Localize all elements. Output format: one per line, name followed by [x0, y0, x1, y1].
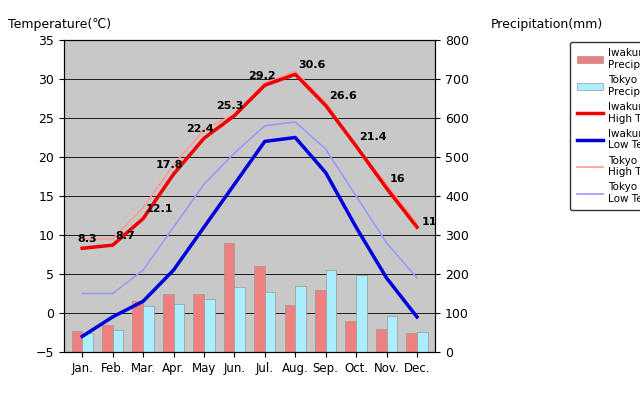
Bar — [346, 321, 356, 352]
Bar — [417, 332, 428, 352]
Tokyo
Low Temp. — [383, 240, 390, 245]
Iwakuni
High Temp. — [140, 216, 147, 221]
Bar — [102, 325, 113, 352]
Tokyo
Low Temp. — [140, 268, 147, 272]
Text: 17.8: 17.8 — [156, 160, 183, 170]
Iwakuni
Low Temp. — [322, 170, 330, 175]
Iwakuni
High Temp. — [261, 83, 269, 88]
Text: 22.4: 22.4 — [186, 124, 213, 134]
Tokyo
High Temp. — [109, 236, 116, 241]
Text: 21.4: 21.4 — [359, 132, 387, 142]
Text: 11: 11 — [422, 217, 437, 227]
Bar — [265, 292, 275, 352]
Text: Precipitation(mm): Precipitation(mm) — [491, 18, 603, 31]
Tokyo
Low Temp. — [322, 147, 330, 152]
Iwakuni
High Temp. — [413, 225, 420, 230]
Iwakuni
High Temp. — [200, 136, 208, 141]
Bar — [406, 332, 417, 352]
Tokyo
High Temp. — [383, 182, 390, 187]
Bar — [163, 294, 173, 352]
Bar — [113, 330, 124, 352]
Tokyo
Low Temp. — [261, 123, 269, 128]
Tokyo
High Temp. — [413, 221, 420, 226]
Legend: Iwakuni
Precipitation, Tokyo
Precipitation, Iwakuni
High Temp., Iwakuni
Low Temp: Iwakuni Precipitation, Tokyo Precipitati… — [570, 42, 640, 210]
Tokyo
Low Temp. — [413, 276, 420, 280]
Tokyo
High Temp. — [79, 236, 86, 241]
Iwakuni
Low Temp. — [291, 135, 299, 140]
Tokyo
High Temp. — [352, 143, 360, 148]
Bar — [295, 286, 306, 352]
Bar — [83, 333, 93, 352]
Iwakuni
High Temp. — [322, 103, 330, 108]
Iwakuni
Low Temp. — [383, 276, 390, 280]
Bar — [204, 298, 214, 352]
Bar — [376, 329, 387, 352]
Text: 8.3: 8.3 — [77, 234, 97, 244]
Bar — [193, 294, 204, 352]
Tokyo
Low Temp. — [170, 225, 177, 230]
Text: Temperature(℃): Temperature(℃) — [8, 18, 111, 31]
Text: 12.1: 12.1 — [146, 204, 173, 214]
Text: 16: 16 — [390, 174, 405, 184]
Iwakuni
High Temp. — [170, 172, 177, 176]
Bar — [224, 243, 234, 352]
Iwakuni
Low Temp. — [79, 334, 86, 339]
Bar — [72, 330, 83, 352]
Iwakuni
High Temp. — [109, 243, 116, 248]
Text: 26.6: 26.6 — [329, 91, 356, 101]
Iwakuni
Low Temp. — [413, 314, 420, 319]
Tokyo
High Temp. — [140, 205, 147, 210]
Line: Iwakuni
High Temp.: Iwakuni High Temp. — [83, 74, 417, 248]
Bar — [173, 304, 184, 352]
Text: 8.7: 8.7 — [116, 231, 136, 241]
Bar — [356, 275, 367, 352]
Bar — [254, 266, 265, 352]
Bar — [285, 305, 295, 352]
Iwakuni
Low Temp. — [352, 225, 360, 230]
Tokyo
High Temp. — [230, 112, 238, 116]
Line: Tokyo
Low Temp.: Tokyo Low Temp. — [83, 122, 417, 294]
Bar — [234, 287, 245, 352]
Bar — [132, 301, 143, 352]
Iwakuni
Low Temp. — [170, 268, 177, 272]
Iwakuni
High Temp. — [383, 186, 390, 190]
Text: 30.6: 30.6 — [298, 60, 326, 70]
Bar — [387, 316, 397, 352]
Iwakuni
Low Temp. — [261, 139, 269, 144]
Tokyo
High Temp. — [170, 162, 177, 167]
Tokyo
Low Temp. — [291, 120, 299, 124]
Tokyo
High Temp. — [322, 100, 330, 105]
Tokyo
High Temp. — [291, 69, 299, 74]
Iwakuni
Low Temp. — [140, 299, 147, 304]
Iwakuni
Low Temp. — [109, 314, 116, 319]
Iwakuni
High Temp. — [352, 144, 360, 148]
Tokyo
High Temp. — [200, 127, 208, 132]
Tokyo
High Temp. — [261, 80, 269, 85]
Line: Iwakuni
Low Temp.: Iwakuni Low Temp. — [83, 138, 417, 336]
Tokyo
Low Temp. — [230, 151, 238, 156]
Line: Tokyo
High Temp.: Tokyo High Temp. — [83, 71, 417, 239]
Iwakuni
High Temp. — [79, 246, 86, 251]
Bar — [143, 306, 154, 352]
Text: 29.2: 29.2 — [248, 71, 276, 81]
Tokyo
Low Temp. — [200, 182, 208, 187]
Tokyo
Low Temp. — [79, 291, 86, 296]
Iwakuni
High Temp. — [230, 113, 238, 118]
Text: 25.3: 25.3 — [216, 102, 243, 112]
Iwakuni
Low Temp. — [230, 182, 238, 187]
Tokyo
Low Temp. — [352, 194, 360, 198]
Bar — [326, 270, 336, 352]
Iwakuni
Low Temp. — [200, 225, 208, 230]
Tokyo
Low Temp. — [109, 291, 116, 296]
Bar — [315, 290, 326, 352]
Iwakuni
High Temp. — [291, 72, 299, 77]
